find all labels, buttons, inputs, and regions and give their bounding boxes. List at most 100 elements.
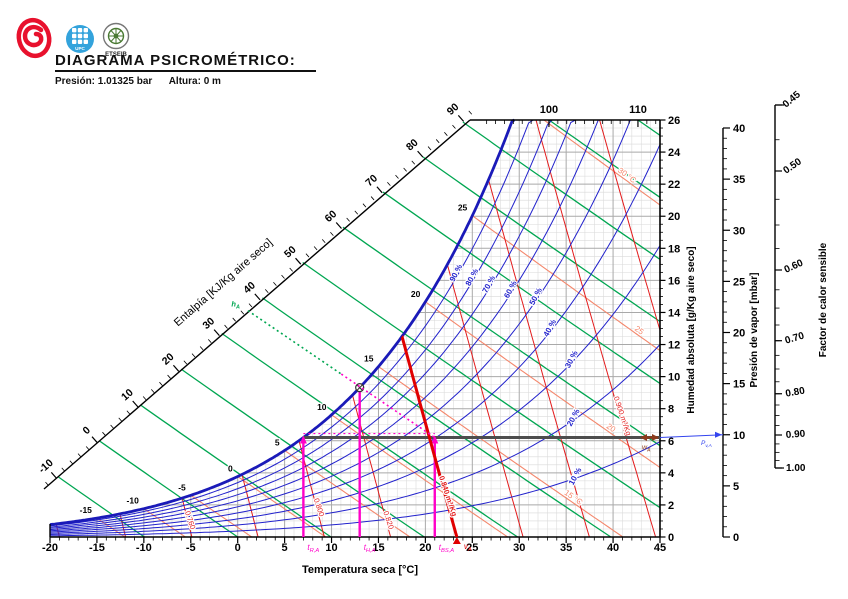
- svg-text:0.80: 0.80: [785, 385, 806, 399]
- svg-text:30 °C: 30 °C: [616, 166, 638, 185]
- svg-text:70 %: 70 %: [481, 274, 498, 294]
- pressure-label: Presión: 1.01325 bar: [55, 76, 153, 87]
- etseib-caption: ETSEIB: [105, 52, 127, 58]
- sensible-heat-factor-axis: 0.45 0.50 0.60 0.70 0.80 0.90 1.00 Factor de ca…: [774, 89, 829, 474]
- svg-text:0: 0: [228, 463, 233, 473]
- svg-text:vA: vA: [464, 542, 472, 553]
- svg-text:15: 15: [364, 354, 374, 364]
- svg-text:25: 25: [733, 276, 745, 288]
- svg-text:10: 10: [668, 372, 680, 384]
- svg-text:0.50: 0.50: [781, 156, 804, 176]
- svg-text:2: 2: [668, 500, 674, 512]
- upc-logo: UPC: [66, 25, 94, 53]
- curve-labels: 90 % 80 % 70 % 60 % 50 %40 %30 %20 %10 %-15-…: [78, 165, 647, 532]
- svg-text:50: 50: [282, 244, 299, 261]
- svg-text:0: 0: [81, 424, 93, 437]
- svg-text:30: 30: [513, 542, 525, 554]
- wet-bulb-lines: [96, 120, 660, 537]
- enthalpy-axis-title: Entalpía [KJ/Kg aire seco]: [172, 237, 275, 330]
- svg-text:35: 35: [733, 174, 745, 186]
- x-axis-title: Temperatura seca [°C]: [302, 564, 418, 576]
- svg-text:-10: -10: [136, 542, 152, 554]
- svg-text:5: 5: [282, 542, 288, 554]
- svg-text:100: 100: [540, 104, 558, 116]
- logo-strip: UPC ETSEIB: [16, 17, 130, 59]
- svg-text:20: 20: [411, 289, 421, 299]
- grid-lines: [50, 120, 660, 537]
- svg-text:80: 80: [404, 137, 421, 154]
- svg-text:-15: -15: [80, 505, 93, 515]
- svg-text:90: 90: [445, 101, 462, 118]
- svg-text:0.800: 0.800: [312, 497, 326, 518]
- svg-text:tR,A: tR,A: [307, 543, 319, 554]
- svg-text:30: 30: [200, 315, 217, 332]
- svg-text:-5: -5: [178, 482, 186, 492]
- saturation-curve: [49, 118, 516, 526]
- svg-text:80 %: 80 %: [464, 267, 481, 287]
- relative-humidity-curves: [50, 120, 660, 537]
- upc-caption: UPC: [75, 46, 85, 51]
- svg-text:25: 25: [458, 203, 468, 213]
- red-spiral-logo: [16, 17, 52, 59]
- svg-text:10: 10: [325, 542, 337, 554]
- svg-text:12: 12: [668, 340, 680, 352]
- svg-text:Pv,A: Pv,A: [701, 440, 712, 448]
- svg-text:25: 25: [466, 542, 478, 554]
- svg-text:24: 24: [668, 147, 681, 159]
- svg-text:15: 15: [733, 379, 745, 391]
- etseib-logo: ETSEIB: [102, 22, 130, 58]
- svg-text:Presión de vapor [mbar]: Presión de vapor [mbar]: [749, 272, 760, 387]
- svg-text:30: 30: [733, 225, 745, 237]
- page-title: DIAGRAMA PSICROMÉTRICO:: [55, 52, 316, 72]
- svg-text:0: 0: [733, 532, 739, 544]
- vapor-pressure-axis: 0 5 10 15 20 25 30 35 40 Presión de vapor [mbar]: [722, 123, 760, 544]
- svg-text:20: 20: [668, 211, 680, 223]
- svg-text:20: 20: [419, 542, 431, 554]
- svg-text:4: 4: [668, 468, 675, 480]
- chart-conditions: Presión: 1.01325 bar Altura: 0 m: [55, 76, 316, 87]
- svg-text:0: 0: [235, 542, 241, 554]
- svg-text:tBS,A: tBS,A: [439, 543, 455, 554]
- svg-text:10: 10: [733, 430, 745, 442]
- svg-text:10: 10: [119, 387, 136, 404]
- svg-text:-5: -5: [186, 542, 196, 554]
- svg-text:70: 70: [363, 172, 380, 189]
- svg-text:20: 20: [733, 328, 745, 340]
- svg-text:-15: -15: [89, 542, 105, 554]
- svg-text:-20: -20: [42, 542, 58, 554]
- svg-text:0.90: 0.90: [785, 429, 806, 441]
- svg-text:40: 40: [241, 279, 258, 296]
- svg-text:40 %: 40 %: [542, 318, 559, 338]
- svg-text:18: 18: [668, 243, 680, 255]
- svg-text:45: 45: [654, 542, 666, 554]
- svg-text:0.45: 0.45: [781, 89, 803, 110]
- svg-text:10: 10: [317, 402, 327, 412]
- svg-text:hA: hA: [231, 300, 240, 311]
- svg-text:15: 15: [372, 542, 384, 554]
- svg-text:26: 26: [668, 115, 680, 127]
- svg-text:wA: wA: [642, 445, 651, 454]
- svg-text:0: 0: [668, 532, 674, 544]
- humidity-axis-title: Humedad absoluta [g/Kg aire seco]: [686, 246, 697, 413]
- title-block: DIAGRAMA PSICROMÉTRICO: Presión: 1.01325…: [55, 52, 316, 87]
- svg-text:6: 6: [668, 436, 674, 448]
- svg-text:16: 16: [668, 275, 680, 287]
- svg-text:14: 14: [668, 307, 681, 319]
- svg-text:22: 22: [668, 179, 680, 191]
- svg-text:40: 40: [607, 542, 619, 554]
- svg-text:25: 25: [633, 324, 646, 337]
- svg-text:0.70: 0.70: [784, 330, 806, 346]
- svg-text:0.60: 0.60: [783, 257, 806, 275]
- svg-text:tH,A: tH,A: [364, 543, 376, 554]
- svg-text:-10: -10: [36, 457, 55, 476]
- svg-text:35: 35: [560, 542, 572, 554]
- svg-text:60: 60: [323, 208, 340, 225]
- svg-text:5: 5: [275, 437, 280, 447]
- svg-text:40: 40: [733, 123, 745, 135]
- svg-text:1.00: 1.00: [786, 463, 806, 474]
- svg-text:5: 5: [733, 481, 739, 493]
- svg-text:-10: -10: [127, 496, 140, 506]
- altitude-label: Altura: 0 m: [168, 76, 221, 87]
